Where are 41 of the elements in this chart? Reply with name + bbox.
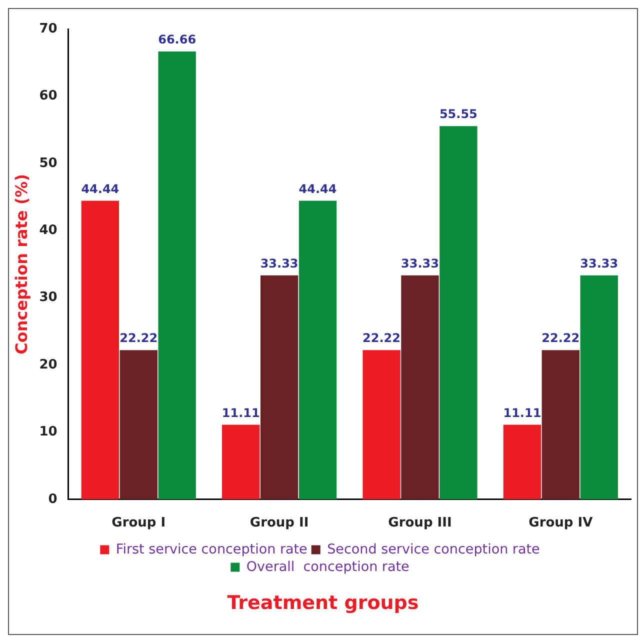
y-tick-label: 50: [39, 156, 58, 171]
y-tick-label: 60: [39, 88, 58, 104]
y-tick-label: 70: [39, 21, 58, 36]
y-tick-label: 20: [39, 357, 58, 372]
x-tick-label: Group II: [250, 516, 309, 531]
bar: [440, 126, 478, 500]
bar: [81, 200, 120, 500]
data-label: 44.44: [298, 182, 337, 196]
bar: [362, 350, 400, 500]
data-label: 33.33: [580, 256, 618, 271]
legend-label: First service conception rate: [116, 541, 308, 558]
data-label: 22.22: [120, 331, 158, 346]
bar: [158, 51, 196, 500]
x-axis-title: Treatment groups: [226, 592, 420, 614]
x-tick-label: Group IV: [528, 516, 593, 531]
data-label: 44.44: [81, 182, 120, 196]
y-tick-label: 30: [39, 290, 58, 306]
x-tick-label: Group III: [388, 516, 452, 531]
y-tick-label: 40: [39, 222, 58, 238]
bar: [120, 350, 158, 500]
bar: [298, 200, 337, 500]
y-tick-label: 0: [48, 492, 58, 507]
bar: [542, 350, 580, 500]
bar: [260, 275, 298, 500]
legend-label: Overall conception rate: [246, 558, 410, 575]
data-label: 33.33: [401, 256, 439, 271]
data-label: 55.55: [439, 107, 478, 122]
bar: [401, 275, 439, 500]
data-label: 22.22: [362, 331, 401, 346]
data-label: 22.22: [542, 331, 580, 346]
legend-label: Second service conception rate: [327, 541, 540, 558]
data-label: 11.11: [503, 406, 542, 420]
bar: [580, 275, 618, 500]
bar: [503, 424, 542, 500]
bar: [222, 424, 260, 500]
data-label: 66.66: [158, 32, 196, 47]
y-axis-title: Conception rate (%): [12, 174, 31, 354]
data-label: 11.11: [222, 406, 260, 420]
data-label: 33.33: [260, 256, 298, 271]
y-tick-label: 10: [39, 424, 58, 440]
x-tick-label: Group I: [112, 516, 166, 531]
